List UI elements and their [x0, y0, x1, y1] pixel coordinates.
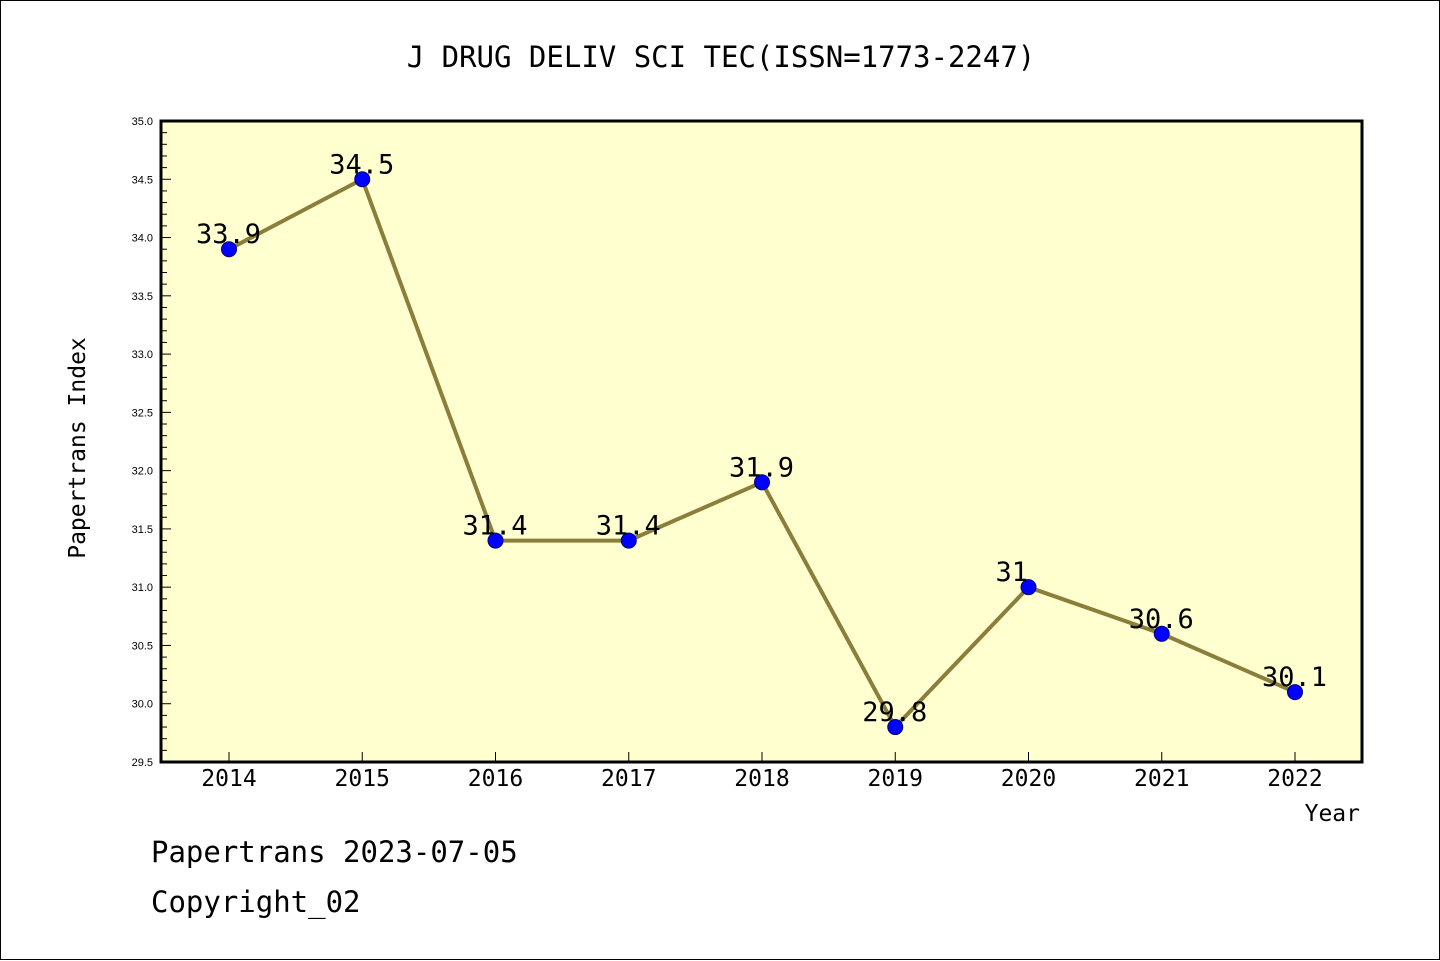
- y-axis: 29.5 30.0 30.5 31.0 31.5 32.0 32.5 33.0 33.5 34.0…: [132, 116, 171, 769]
- x-tick-label: 2017: [601, 766, 656, 792]
- data-point-marker: [487, 532, 504, 549]
- y-tick-label: 32.5: [132, 407, 153, 419]
- data-point-marker: [354, 171, 371, 188]
- data-labels-group: 33.9 34.5 31.4 31.4 31.9 29.8 31 30.6 30.1: [196, 149, 1327, 728]
- data-point-marker: [1153, 625, 1170, 642]
- x-tick-label: 2022: [1267, 766, 1322, 792]
- x-tick-label: 2016: [468, 766, 523, 792]
- y-tick-label: 33.0: [132, 349, 153, 361]
- data-point-marker: [221, 241, 237, 258]
- y-tick-label: 34.5: [132, 174, 153, 186]
- y-tick-label: 35.0: [132, 116, 153, 128]
- y-axis-label: Papertrans Index: [65, 337, 91, 559]
- y-tick-label: 30.5: [132, 640, 153, 652]
- footer-date: Papertrans 2023-07-05: [151, 835, 518, 869]
- footer-copyright: Copyright_02: [151, 885, 361, 919]
- y-tick-label: 31.5: [132, 524, 153, 536]
- x-tick-label: 2019: [868, 766, 923, 792]
- data-label: 33.9: [196, 219, 261, 250]
- x-tick-label: 2018: [734, 766, 789, 792]
- data-label: 30.6: [1129, 604, 1194, 635]
- markers-group: [221, 171, 1303, 736]
- y-tick-label: 34.0: [132, 233, 153, 245]
- y-tick-label: 31.0: [132, 582, 153, 594]
- x-tick-label: 2021: [1134, 766, 1189, 792]
- data-point-marker: [620, 532, 637, 549]
- data-label: 31: [996, 557, 1029, 588]
- data-point-marker: [754, 474, 770, 491]
- data-label: 34.5: [329, 149, 394, 180]
- y-tick-label: 33.5: [132, 291, 153, 303]
- x-tick-label: 2015: [335, 766, 390, 792]
- data-point-marker: [887, 719, 904, 736]
- y-tick-label: 30.0: [132, 699, 153, 711]
- chart-title: J DRUG DELIV SCI TEC(ISSN=1773-2247): [407, 40, 1036, 74]
- data-point-marker: [1020, 579, 1037, 596]
- data-point-marker: [1287, 684, 1303, 701]
- plot-area: [159, 119, 1364, 764]
- x-tick-label: 2014: [201, 766, 256, 792]
- y-tick-label: 32.0: [132, 466, 153, 478]
- x-axis-label: Year: [1305, 801, 1360, 827]
- x-axis: 2014 2015 2016 2017 2018 2019 2020 2021 2022: [201, 752, 1323, 792]
- data-label: 31.4: [463, 511, 528, 542]
- y-tick-label: 29.5: [132, 757, 153, 769]
- x-tick-label: 2020: [1001, 766, 1056, 792]
- data-label: 31.9: [729, 452, 794, 483]
- data-label: 31.4: [596, 511, 661, 542]
- data-label: 29.8: [862, 697, 927, 728]
- data-label: 30.1: [1262, 662, 1327, 693]
